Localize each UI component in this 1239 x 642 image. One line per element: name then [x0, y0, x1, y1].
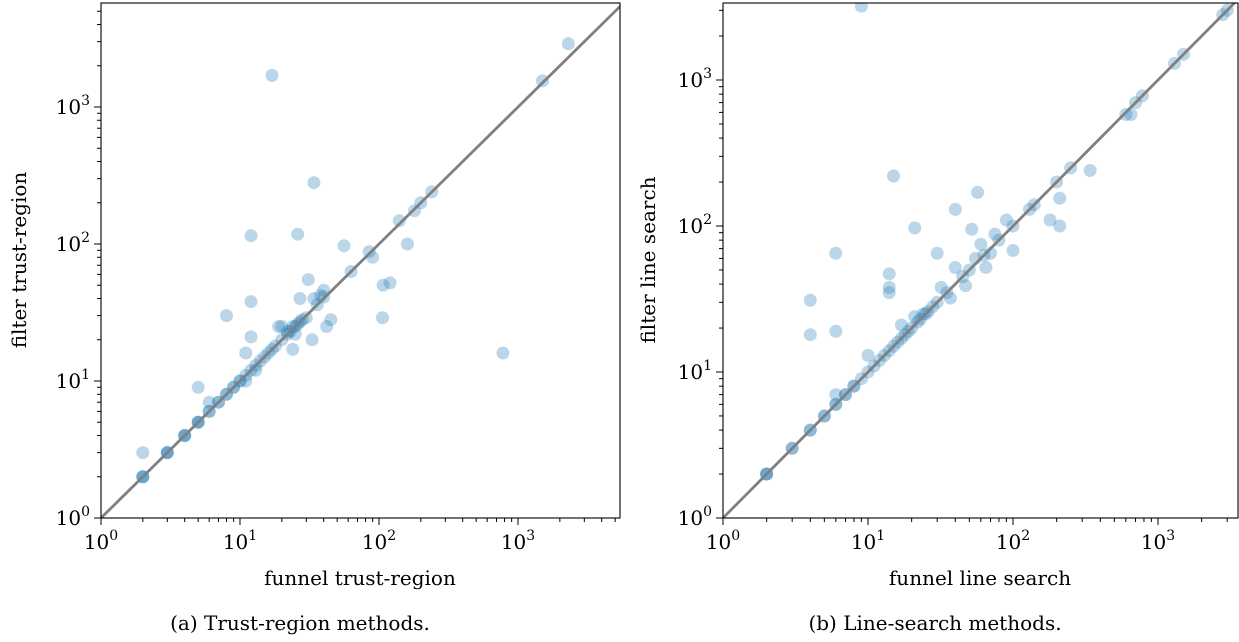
data-point [803, 328, 817, 342]
y-tick-label: 101 [56, 367, 90, 393]
x-tick-label: 102 [996, 528, 1030, 554]
data-point [136, 446, 150, 460]
data-point [1053, 219, 1067, 233]
data-point [400, 237, 414, 251]
data-point [392, 214, 406, 228]
y-tick-label: 101 [678, 358, 712, 384]
data-point [496, 346, 510, 360]
data-point [383, 276, 397, 290]
tick-labels: 100 101 102 103 100 101 102 103 [56, 93, 536, 554]
y-tick-label: 100 [56, 504, 90, 530]
axis-ticks [94, 10, 616, 525]
data-point [887, 169, 900, 183]
data-point [965, 222, 979, 236]
data-point [244, 330, 258, 344]
x-tick-label: 100 [84, 528, 118, 554]
data-point [272, 320, 286, 333]
data-point [948, 202, 962, 216]
caption-b: (b) Line-search methods. [808, 611, 1061, 635]
caption-a: (a) Trust-region methods. [170, 611, 430, 635]
data-point [244, 229, 258, 243]
data-point [362, 245, 376, 259]
x-tick-label: 101 [851, 528, 885, 554]
data-point [974, 237, 988, 251]
data-point [324, 313, 338, 327]
data-point [829, 246, 843, 260]
data-point [930, 246, 944, 260]
data-point [275, 320, 289, 333]
y-tick-label: 102 [56, 230, 90, 256]
data-point [291, 227, 305, 241]
x-axis-label: funnel trust-region [264, 566, 456, 590]
data-point [882, 286, 896, 300]
plot-area-frame [100, 2, 621, 519]
chart-line-search: 100 101 102 103 100 101 102 103 funnel line sea… [636, 2, 1239, 635]
data-point [220, 309, 233, 323]
data-point [286, 342, 300, 356]
data-point [376, 278, 390, 292]
y-tick-label: 100 [678, 504, 712, 530]
data-point [202, 395, 216, 409]
data-point [894, 318, 908, 332]
data-point [882, 267, 896, 281]
x-tick-label: 103 [501, 528, 535, 554]
data-point [803, 293, 817, 307]
data-point [337, 239, 351, 253]
axis-ticks [716, 9, 1228, 525]
data-point [916, 307, 930, 321]
data-point [979, 261, 993, 274]
data-point [1043, 213, 1057, 227]
x-tick-label: 103 [1141, 528, 1175, 554]
reference-line-y-equals-x [101, 4, 620, 518]
data-point [320, 320, 334, 333]
data-point [943, 291, 957, 305]
data-point [829, 388, 843, 402]
data-point [561, 37, 575, 51]
data-point [307, 292, 321, 305]
reference-line-y-equals-x [723, 3, 1237, 518]
data-point [1083, 164, 1097, 177]
tick-labels: 100 101 102 103 100 101 102 103 [678, 66, 1176, 554]
y-axis-label: filter trust-region [7, 172, 31, 349]
data-point [861, 348, 875, 362]
data-point [299, 311, 313, 325]
data-point [854, 3, 868, 13]
y-tick-label: 103 [56, 93, 90, 119]
data-point [1053, 191, 1067, 205]
y-tick-label: 103 [678, 66, 712, 92]
data-point [1119, 108, 1133, 121]
x-tick-label: 101 [223, 528, 257, 554]
data-point [265, 68, 279, 82]
data-point [293, 292, 307, 305]
data-point [191, 380, 205, 394]
data-point [239, 346, 253, 360]
data-point [908, 221, 922, 235]
scatter-points [136, 37, 575, 484]
x-tick-label: 100 [706, 528, 740, 554]
x-axis-label: funnel line search [889, 566, 1071, 590]
data-point [286, 320, 300, 333]
data-point [988, 227, 1002, 241]
data-point [948, 261, 962, 274]
y-tick-label: 102 [678, 212, 712, 238]
y-axis-label: filter line search [636, 176, 660, 343]
data-point [1006, 244, 1020, 257]
data-point [882, 280, 896, 294]
data-point [959, 279, 972, 293]
data-point [999, 213, 1013, 227]
data-point [244, 295, 258, 309]
chart-trust-region: 100 101 102 103 100 101 102 103 funnel trust-re… [7, 2, 621, 635]
data-point [301, 273, 315, 287]
x-tick-label: 102 [362, 528, 396, 554]
data-point [376, 311, 389, 325]
data-point [829, 324, 843, 338]
data-point [307, 176, 321, 190]
data-point [305, 333, 319, 347]
data-point [934, 280, 948, 294]
data-point [971, 185, 985, 199]
data-point [281, 324, 295, 338]
data-point [366, 250, 380, 264]
